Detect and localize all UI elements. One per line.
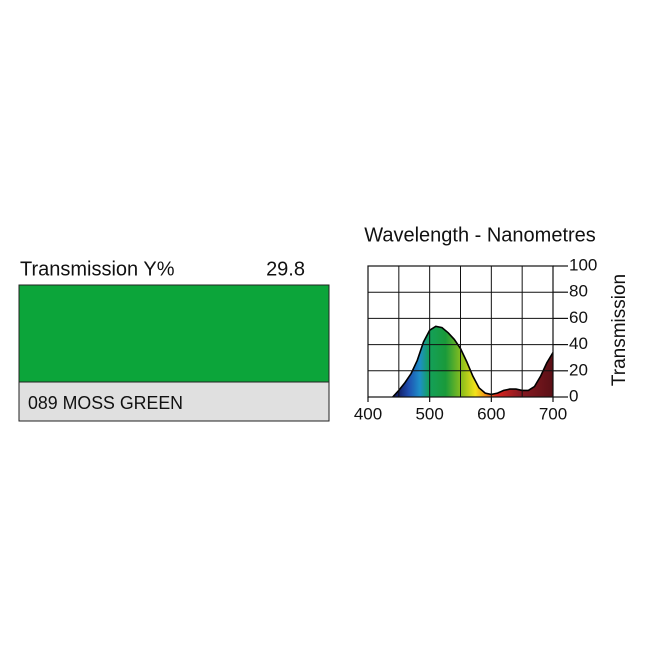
y-tick-label: 100 xyxy=(569,255,597,274)
y-tick-label: 60 xyxy=(569,308,588,327)
name-box xyxy=(18,381,330,422)
transmission-label: Transmission Y% xyxy=(20,258,175,280)
y-axis-label: Transmission xyxy=(609,274,630,386)
transmission-value: 29.8 xyxy=(266,258,305,280)
x-tick-label: 400 xyxy=(354,404,382,423)
y-tick-label: 80 xyxy=(569,282,588,301)
plot-frame xyxy=(367,265,554,398)
color-swatch xyxy=(18,284,330,383)
filter-name: 089 MOSS GREEN xyxy=(28,393,183,413)
y-tick-label: 20 xyxy=(569,360,588,379)
y-tick-label: 0 xyxy=(569,386,578,405)
chart-title: Wavelength - Nanometres xyxy=(364,224,596,246)
x-tick-label: 700 xyxy=(539,404,567,423)
line xyxy=(392,325,554,398)
y-tick-label: 40 xyxy=(569,334,588,353)
area xyxy=(392,326,553,397)
x-tick-label: 500 xyxy=(415,404,443,423)
plot: 0 20 40 60 80 100 400 500 600 700 xyxy=(354,255,598,423)
x-tick-label: 600 xyxy=(477,404,505,423)
